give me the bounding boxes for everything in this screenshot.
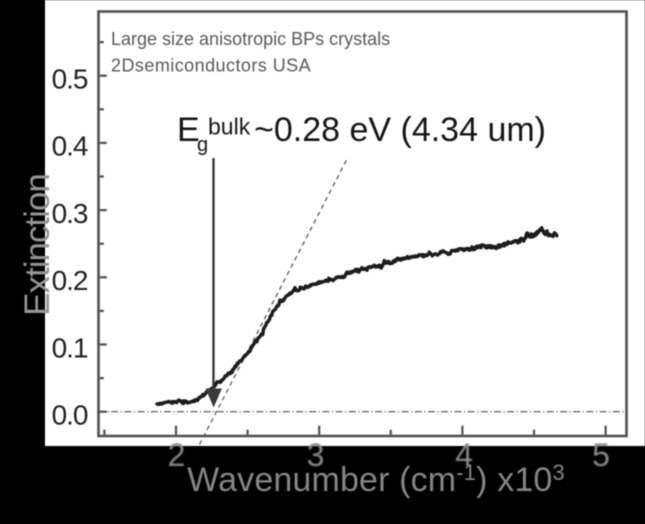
svg-text:Extinction: Extinction xyxy=(18,174,57,316)
svg-text:Large size anisotropic BPs cry: Large size anisotropic BPs crystals xyxy=(111,29,390,49)
svg-text:g: g xyxy=(197,134,208,156)
svg-text:2Dsemiconductors USA: 2Dsemiconductors USA xyxy=(111,56,311,76)
svg-text:0.0: 0.0 xyxy=(52,400,88,431)
svg-text:0.4: 0.4 xyxy=(52,131,88,162)
svg-text:4: 4 xyxy=(455,437,473,473)
svg-text:5: 5 xyxy=(592,437,610,473)
svg-text:0.1: 0.1 xyxy=(52,332,88,363)
svg-text:0.2: 0.2 xyxy=(52,265,88,296)
svg-text:Wavenumber (cm-1) x103: Wavenumber (cm-1) x103 xyxy=(187,460,565,499)
svg-text:0.5: 0.5 xyxy=(52,64,88,95)
svg-text:E: E xyxy=(177,111,200,149)
svg-text:3: 3 xyxy=(307,437,325,473)
svg-text:0.3: 0.3 xyxy=(52,198,88,229)
svg-text:bulk: bulk xyxy=(208,114,251,140)
svg-text:~0.28 eV (4.34 um): ~0.28 eV (4.34 um) xyxy=(254,111,546,149)
svg-text:2: 2 xyxy=(168,437,186,473)
